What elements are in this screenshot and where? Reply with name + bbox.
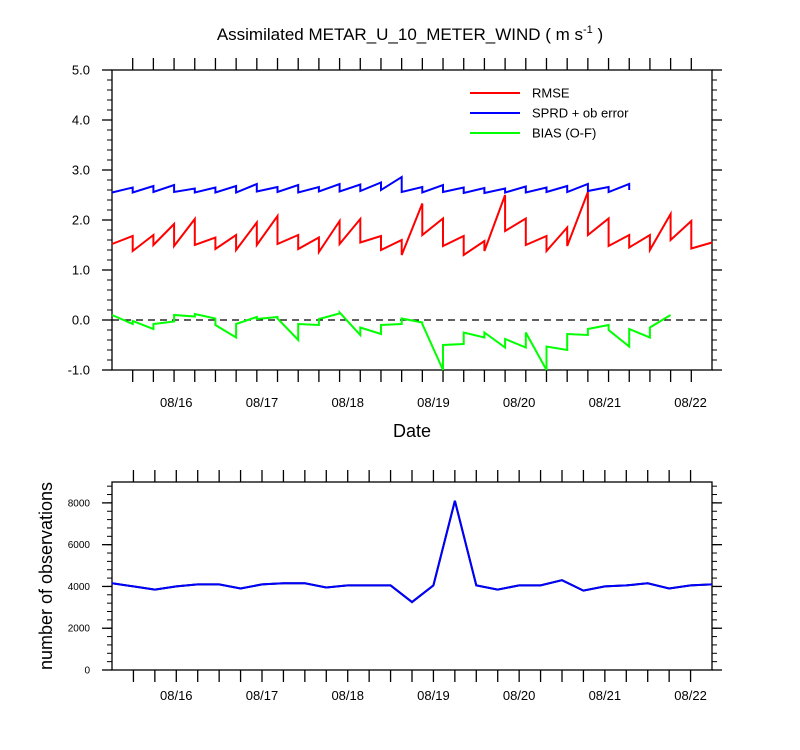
- y-tick-label: 8000: [68, 498, 91, 509]
- y-tick-label: 4.0: [72, 113, 90, 128]
- bottom-panel: 08/16 08/17 08/18 08/19 08/20 08/21 08/22 0 2000…: [68, 470, 722, 703]
- x-tick-label: 08/18: [331, 395, 364, 410]
- x-tick-label: 08/17: [246, 688, 279, 703]
- y-tick-label: 2000: [68, 624, 91, 635]
- y-tick-label: 4000: [68, 582, 91, 593]
- y-tick-label: 2.0: [72, 213, 90, 228]
- chart-title-close: ): [593, 25, 603, 44]
- x-tick-label: 08/16: [160, 395, 193, 410]
- legend-label: SPRD + ob error: [532, 106, 629, 121]
- x-tick-label: 08/20: [503, 395, 536, 410]
- series-line-rmse: [111, 191, 713, 257]
- chart-title: Assimilated METAR_U_10_METER_WIND ( m s-…: [217, 24, 603, 44]
- chart-title-exponent: -1: [583, 24, 593, 36]
- x-tick-label: 08/18: [331, 688, 364, 703]
- y-tick-label: 6000: [68, 540, 91, 551]
- legend-label: RMSE: [532, 86, 570, 101]
- plot-frame: [111, 481, 713, 671]
- top-x-axis-title: Date: [393, 421, 431, 441]
- x-tick-label: 08/19: [417, 688, 450, 703]
- series-line-obs-assimilated: [111, 500, 713, 604]
- x-tick-label: 08/22: [674, 395, 707, 410]
- x-tick-label: 08/21: [589, 688, 622, 703]
- x-tick-label: 08/19: [417, 395, 450, 410]
- series-line-bias-o-f-: [111, 309, 672, 371]
- x-tick-label: 08/20: [503, 688, 536, 703]
- y-tick-label: 0.0: [72, 313, 90, 328]
- legend-label: BIAS (O-F): [532, 126, 596, 141]
- bottom-y-axis-title: number of observations: [36, 482, 56, 670]
- x-tick-label: 08/17: [246, 395, 279, 410]
- y-tick-label: 0: [84, 666, 90, 677]
- series-line-sprd-ob-error: [111, 175, 631, 195]
- x-tick-label: 08/22: [674, 688, 707, 703]
- legend: RMSE SPRD + ob error BIAS (O-F): [470, 86, 629, 141]
- y-tick-label: 5.0: [72, 63, 90, 78]
- y-tick-label: 1.0: [72, 263, 90, 278]
- top-panel: 08/16 08/17 08/18 08/19 08/20 08/21 08/22 -1.0 0…: [68, 58, 722, 410]
- x-tick-label: 08/21: [589, 395, 622, 410]
- chart-title-text: Assimilated METAR_U_10_METER_WIND ( m s: [217, 25, 583, 44]
- y-tick-label: 3.0: [72, 163, 90, 178]
- series-line-obs-possible: [111, 500, 713, 604]
- y-tick-label: -1.0: [68, 363, 90, 378]
- x-tick-label: 08/16: [160, 688, 193, 703]
